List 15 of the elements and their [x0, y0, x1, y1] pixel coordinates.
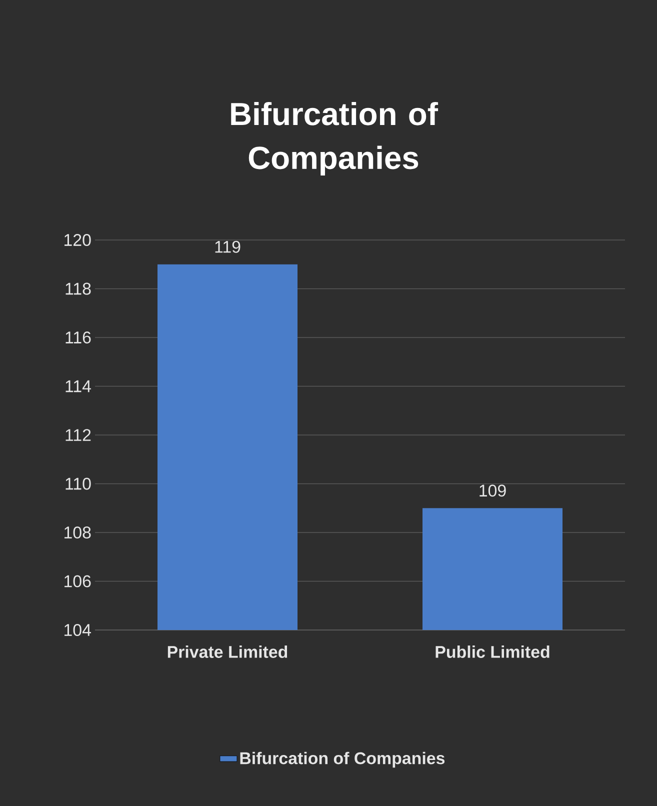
y-tick-label: 112	[66, 429, 91, 441]
y-tick-label: 108	[64, 526, 91, 538]
chart-title: Bifurcation of Companies	[231, 102, 438, 176]
legend-label: Bifurcation of Companies	[240, 752, 445, 768]
data-label: 119	[215, 240, 240, 253]
y-tick-label: 118	[66, 282, 91, 295]
y-tick-label: 120	[64, 234, 91, 246]
y-tick-label: 110	[66, 478, 91, 490]
x-tick-label: Public Limited	[436, 646, 550, 658]
y-tick-label: 104	[64, 624, 91, 636]
data-label: 109	[480, 484, 506, 497]
y-tick-label: 106	[64, 575, 91, 588]
y-tick-label: 116	[66, 332, 91, 344]
y-tick-label: 114	[66, 380, 91, 392]
x-tick-label: Private Limited	[168, 646, 288, 658]
